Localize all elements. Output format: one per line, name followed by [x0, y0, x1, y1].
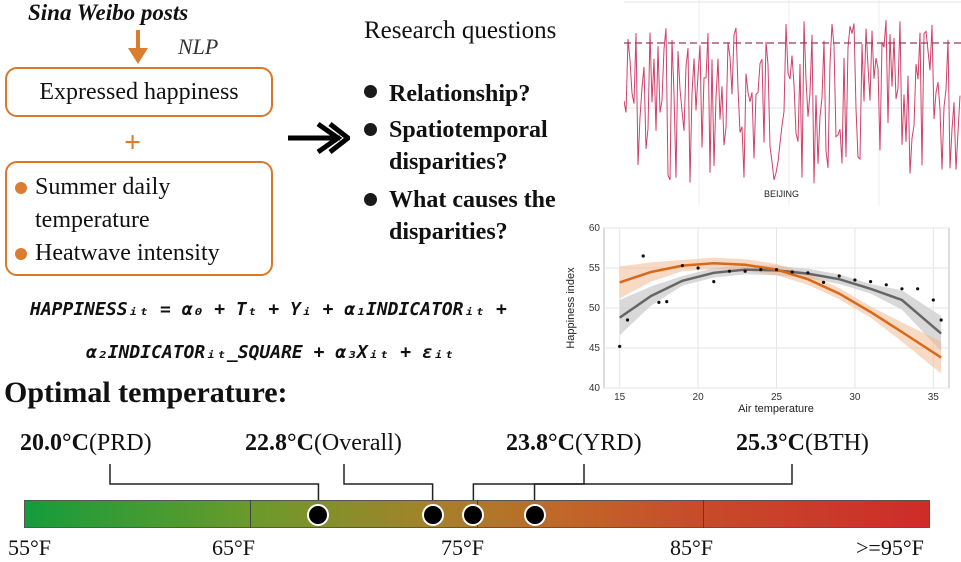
region-label: (YRD) [574, 430, 642, 456]
double-arrow-icon [288, 121, 350, 155]
data-point [806, 271, 810, 275]
y-tick-label: 45 [589, 343, 601, 354]
y-tick-label: 40 [589, 383, 601, 394]
temp-label-bth: 25.3°C(BTH) [736, 430, 869, 457]
happiness-chart: 15 20 25 30 35 40 45 50 55 60 Air temperature Hap… [565, 223, 950, 415]
factors-box: Summer daily temperature Heatwave intens… [5, 161, 273, 276]
optimal-marker [307, 504, 330, 526]
factor-label: Summer daily temperature [35, 174, 171, 233]
beijing-timeseries-chart: BEIJING [624, 0, 961, 205]
data-point [625, 318, 630, 322]
data-point [727, 269, 732, 273]
research-questions-title: Research questions [364, 17, 557, 44]
question-label: What causes the disparities? [389, 187, 556, 245]
data-point [868, 280, 873, 284]
connector-lines [109, 464, 793, 504]
scale-tick [250, 500, 251, 528]
optimal-marker [421, 504, 444, 526]
x-tick-label: 20 [693, 392, 705, 403]
scale-label: >=95°F [856, 535, 924, 560]
bullet-icon [364, 193, 377, 206]
region-label: (Overall) [313, 430, 402, 456]
data-point [790, 270, 794, 274]
source-title: Sina Weibo posts [28, 0, 189, 25]
data-point [680, 264, 685, 268]
question-label: Relationship? [389, 81, 531, 107]
connector-line [533, 464, 793, 504]
beijing-series-line [624, 20, 961, 184]
question-item: Relationship? [364, 78, 530, 110]
temp-label-overall: 22.8°C(Overall) [245, 430, 402, 457]
scale-label: 55°F [8, 535, 52, 560]
x-tick-label: 35 [928, 392, 940, 403]
scale-label: 85°F [670, 535, 714, 560]
data-point [821, 280, 826, 284]
data-point [743, 269, 747, 273]
data-point [641, 254, 645, 258]
region-label: (PRD) [88, 430, 152, 456]
data-point [657, 300, 661, 304]
bullet-icon [364, 85, 377, 98]
data-point [916, 287, 920, 291]
question-item: Spatiotemporal disparities? [364, 114, 604, 178]
optimal-marker [462, 504, 485, 526]
data-point [853, 278, 857, 282]
x-tick-label: 30 [849, 392, 861, 403]
temp-value: 23.8°C [506, 430, 575, 456]
temp-value: 25.3°C [736, 430, 805, 456]
temp-label-prd: 20.0°C(PRD) [20, 430, 152, 457]
data-point [900, 287, 904, 291]
city-label: BEIJING [764, 189, 799, 199]
question-item: What causes the disparities? [364, 184, 614, 248]
equation-line-1: HAPPINESSᵢₜ = α₀ + Tₜ + Yᵢ + α₁INDICATOR… [30, 299, 507, 320]
factor-item: Summer daily temperature [15, 171, 271, 237]
data-point [696, 266, 700, 270]
equation-line-2: α₂INDICATORᵢₜ_SQUARE + α₃Xᵢₜ + εᵢₜ [86, 342, 455, 363]
y-axis-label: Happiness index [565, 267, 577, 349]
connector-line [109, 464, 320, 504]
data-point [759, 268, 763, 272]
data-point [712, 280, 716, 284]
y-tick-label: 50 [589, 303, 601, 314]
scale-label: 65°F [212, 535, 256, 560]
optimal-marker [523, 504, 546, 526]
expressed-happiness-box: Expressed happiness [5, 67, 273, 117]
data-point [939, 318, 943, 322]
y-tick-label: 60 [589, 223, 601, 234]
data-point [665, 300, 669, 304]
scale-label: 75°F [441, 535, 485, 560]
nlp-label: NLP [178, 34, 219, 59]
data-point [774, 268, 779, 272]
connector-line [343, 464, 434, 504]
factor-label: Heatwave intensity [35, 240, 220, 266]
scale-tick [703, 500, 704, 528]
bullet-icon [15, 182, 27, 194]
y-tick-label: 55 [589, 263, 601, 274]
question-label: Spatiotemporal disparities? [389, 117, 548, 175]
down-arrow-icon [128, 30, 148, 64]
temp-value: 22.8°C [245, 430, 314, 456]
plus-icon: + [124, 126, 142, 159]
data-point [931, 298, 935, 302]
data-point [837, 274, 841, 278]
data-point [884, 283, 888, 287]
optimal-temperature-title: Optimal temperature: [4, 376, 288, 409]
expressed-happiness-label: Expressed happiness [39, 78, 239, 105]
x-tick-label: 25 [771, 392, 783, 403]
region-label: (BTH) [804, 430, 869, 456]
x-axis-label: Air temperature [738, 403, 814, 415]
temp-label-yrd: 23.8°C(YRD) [506, 430, 642, 457]
connector-line [472, 464, 585, 504]
bullet-icon [364, 123, 377, 136]
bullet-icon [15, 248, 27, 260]
data-point [618, 344, 622, 348]
x-tick-label: 15 [614, 392, 626, 403]
factor-item: Heatwave intensity [15, 237, 271, 270]
temp-value: 20.0°C [20, 430, 89, 456]
